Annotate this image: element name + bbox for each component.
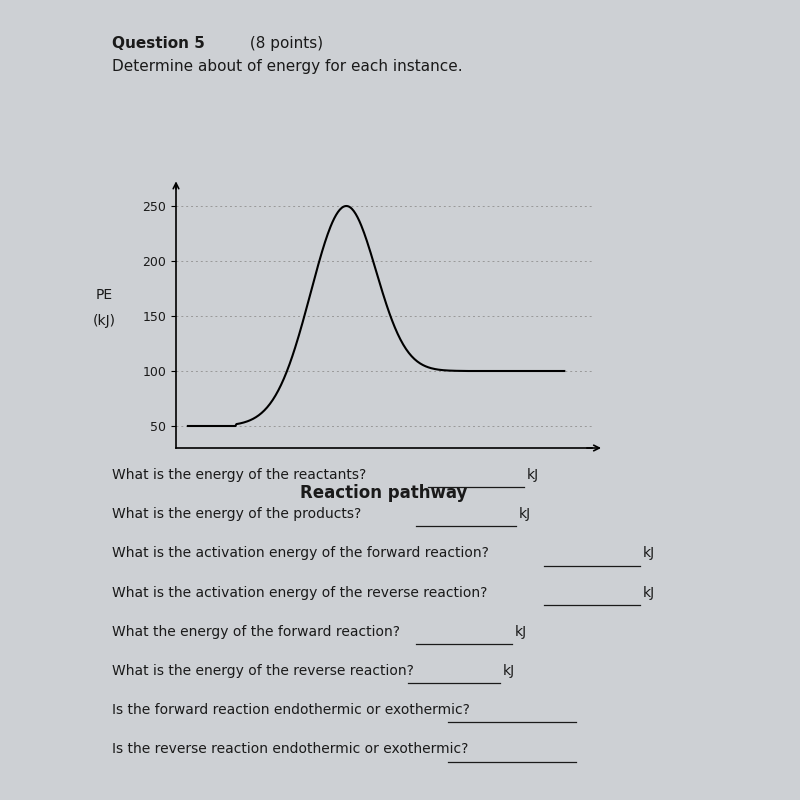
Text: kJ: kJ — [502, 664, 514, 678]
Text: (kJ): (kJ) — [93, 314, 115, 328]
Text: Is the reverse reaction endothermic or exothermic?: Is the reverse reaction endothermic or e… — [112, 742, 468, 757]
Text: kJ: kJ — [642, 546, 654, 560]
Text: Is the forward reaction endothermic or exothermic?: Is the forward reaction endothermic or e… — [112, 703, 470, 718]
Text: kJ: kJ — [526, 468, 538, 482]
Text: Reaction pathway: Reaction pathway — [300, 484, 468, 502]
Text: What is the energy of the reactants?: What is the energy of the reactants? — [112, 468, 366, 482]
Text: kJ: kJ — [518, 507, 530, 522]
Text: What the energy of the forward reaction?: What the energy of the forward reaction? — [112, 625, 400, 638]
Text: (8 points): (8 points) — [245, 36, 323, 51]
Text: What is the activation energy of the reverse reaction?: What is the activation energy of the rev… — [112, 586, 487, 600]
Text: What is the activation energy of the forward reaction?: What is the activation energy of the for… — [112, 546, 489, 560]
Text: kJ: kJ — [642, 586, 654, 600]
Text: kJ: kJ — [514, 625, 526, 638]
Text: What is the energy of the products?: What is the energy of the products? — [112, 507, 362, 522]
Text: Determine about of energy for each instance.: Determine about of energy for each insta… — [112, 59, 462, 74]
Text: Question 5: Question 5 — [112, 36, 205, 51]
Text: What is the energy of the reverse reaction?: What is the energy of the reverse reacti… — [112, 664, 414, 678]
Text: PE: PE — [95, 288, 113, 302]
